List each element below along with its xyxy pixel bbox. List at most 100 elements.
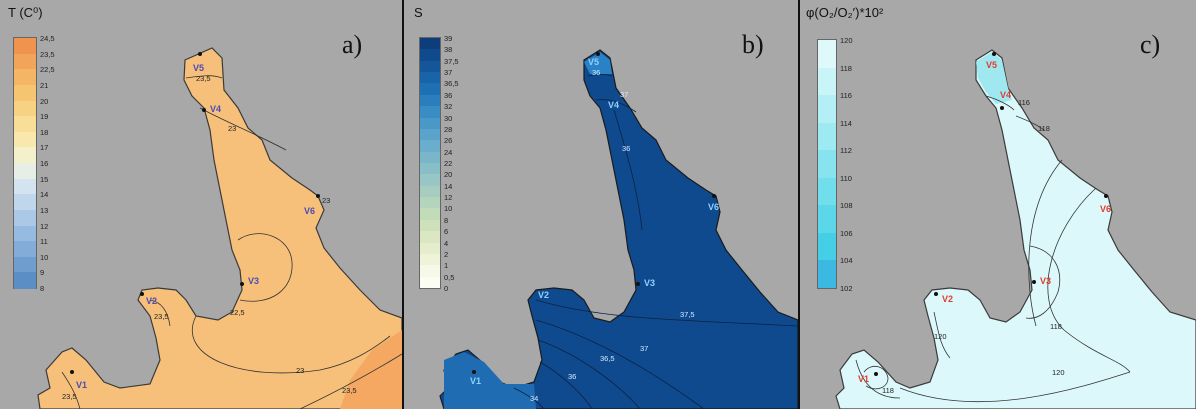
- legend-swatch: [14, 194, 36, 211]
- legend-swatch: [14, 69, 36, 86]
- isohaline-37-upper: [595, 99, 637, 113]
- legend-tick-label: 14: [40, 190, 49, 200]
- legend-swatch: [818, 260, 836, 289]
- station-label-v2: V2: [538, 290, 550, 300]
- legend-swatch: [14, 38, 36, 55]
- legend-swatch: [420, 253, 440, 266]
- legend-swatch: [14, 256, 36, 273]
- salinity-legend-ticks: 39 38 37,5 37 36,5 36 32 30 28 26 24 22 20 14 12 10 8 6 4 2…: [444, 34, 484, 293]
- legend-swatch: [420, 72, 440, 84]
- station-dot-v2: [934, 292, 938, 296]
- legend-tick-label: 102: [840, 284, 853, 293]
- contour-label: 118: [882, 386, 894, 395]
- legend-swatch: [14, 209, 36, 226]
- low-oxygen-tip-fill: [976, 52, 1012, 104]
- legend-tick-label: 36,5: [444, 79, 459, 89]
- station-dot-v4: [1000, 106, 1004, 110]
- legend-swatch: [818, 177, 836, 206]
- legend-swatch: [818, 150, 836, 179]
- legend-swatch: [14, 178, 36, 195]
- temperature-legend-title: T (C⁰): [8, 5, 43, 20]
- legend-swatch: [420, 242, 440, 255]
- legend-tick-label: 106: [840, 228, 853, 238]
- station-label-v6: V6: [708, 202, 720, 212]
- legend-swatch: [14, 131, 36, 148]
- coastline-landmass: [37, 47, 402, 409]
- legend-swatch: [420, 276, 440, 289]
- station-label-v1: V1: [858, 374, 870, 384]
- panel-divider-ab: [402, 0, 405, 409]
- legend-tick-label: 23,5: [40, 49, 55, 59]
- contour-label: 36,5: [600, 354, 615, 363]
- legend-tick-label: 30: [444, 113, 453, 123]
- station-dot-v5: [596, 52, 600, 56]
- legend-swatch: [14, 100, 36, 117]
- legend-swatch: [420, 106, 440, 119]
- station-dot-v6: [712, 194, 716, 198]
- legend-swatch: [420, 128, 440, 141]
- contour-label: 120: [1052, 368, 1065, 377]
- isohaline-34: [513, 387, 545, 409]
- isohaline-37: [535, 319, 705, 409]
- legend-swatch: [14, 225, 36, 242]
- legend-tick-label: 120: [840, 36, 853, 45]
- salinity-legend: [419, 37, 441, 289]
- legend-tick-label: 11: [40, 237, 48, 247]
- station-dot-v1: [70, 370, 74, 374]
- lighter-shelf-fill: [444, 352, 536, 409]
- legend-tick-label: 112: [840, 146, 852, 156]
- iso-v1-118: [855, 359, 901, 399]
- legend-swatch: [818, 205, 836, 234]
- legend-swatch: [818, 40, 836, 69]
- isotherm-v1-corner: [61, 371, 81, 409]
- legend-swatch: [420, 197, 440, 209]
- panel-a-temperature-map: T (C⁰) 24,5 23,5 22,5 21 20 19 18 17 16 15 14 13 12 1…: [0, 0, 402, 409]
- station-dot-v6: [316, 194, 320, 198]
- temperature-legend-ticks: 24,5 23,5 22,5 21 20 19 18 17 16 15 14 13 12 11 10 9 8: [40, 34, 80, 293]
- contour-label: 37: [620, 90, 629, 99]
- legend-tick-label: 2: [444, 249, 449, 259]
- station-dot-v1: [874, 372, 878, 376]
- oxygen-map-svg: [835, 49, 1196, 409]
- legend-tick-label: 38: [444, 45, 453, 55]
- legend-tick-label: 17: [40, 143, 49, 153]
- legend-tick-label: 32: [444, 102, 453, 112]
- legend-tick-label: 6: [444, 227, 449, 237]
- panel-b-label: b): [742, 30, 764, 59]
- legend-swatch: [420, 151, 440, 164]
- legend-swatch: [14, 147, 36, 164]
- station-label-v4: V4: [210, 104, 222, 114]
- iso-v2-120: [933, 311, 951, 359]
- station-label-v3: V3: [1040, 276, 1052, 286]
- legend-tick-label: 20: [40, 96, 49, 106]
- legend-tick-label: 16: [40, 159, 49, 168]
- station-label-v4: V4: [608, 100, 620, 110]
- oxygen-legend-ticks: 120 118 116 114 112 110 108 106 104 102: [840, 36, 880, 293]
- station-label-v6: V6: [304, 206, 316, 216]
- isotherm-v2-corner: [149, 299, 171, 327]
- legend-tick-label: 8: [444, 215, 449, 225]
- legend-swatch: [420, 117, 440, 130]
- legend-swatch: [14, 241, 36, 258]
- station-label-v3: V3: [644, 278, 656, 288]
- legend-tick-label: 114: [840, 118, 852, 128]
- legend-tick-label: 8: [40, 284, 45, 293]
- isohaline-36: [539, 361, 593, 409]
- contour-label: 118: [1038, 124, 1050, 133]
- station-label-v5: V5: [588, 57, 600, 67]
- legend-swatch: [420, 265, 440, 278]
- legend-swatch: [420, 140, 440, 153]
- legend-tick-label: 22: [444, 159, 453, 168]
- contour-label: 36: [568, 372, 577, 381]
- contour-label: 120: [934, 332, 947, 341]
- legend-swatch: [818, 95, 836, 124]
- contour-label: 36: [592, 68, 601, 77]
- contour-label: 23: [228, 124, 237, 133]
- legend-swatch: [420, 174, 440, 187]
- legend-tick-label: 104: [840, 256, 853, 266]
- station-label-v1: V1: [470, 376, 482, 386]
- legend-swatch: [14, 163, 36, 180]
- station-dot-v6: [1104, 194, 1108, 198]
- panel-a-label: a): [342, 30, 363, 59]
- legend-swatch: [818, 122, 836, 151]
